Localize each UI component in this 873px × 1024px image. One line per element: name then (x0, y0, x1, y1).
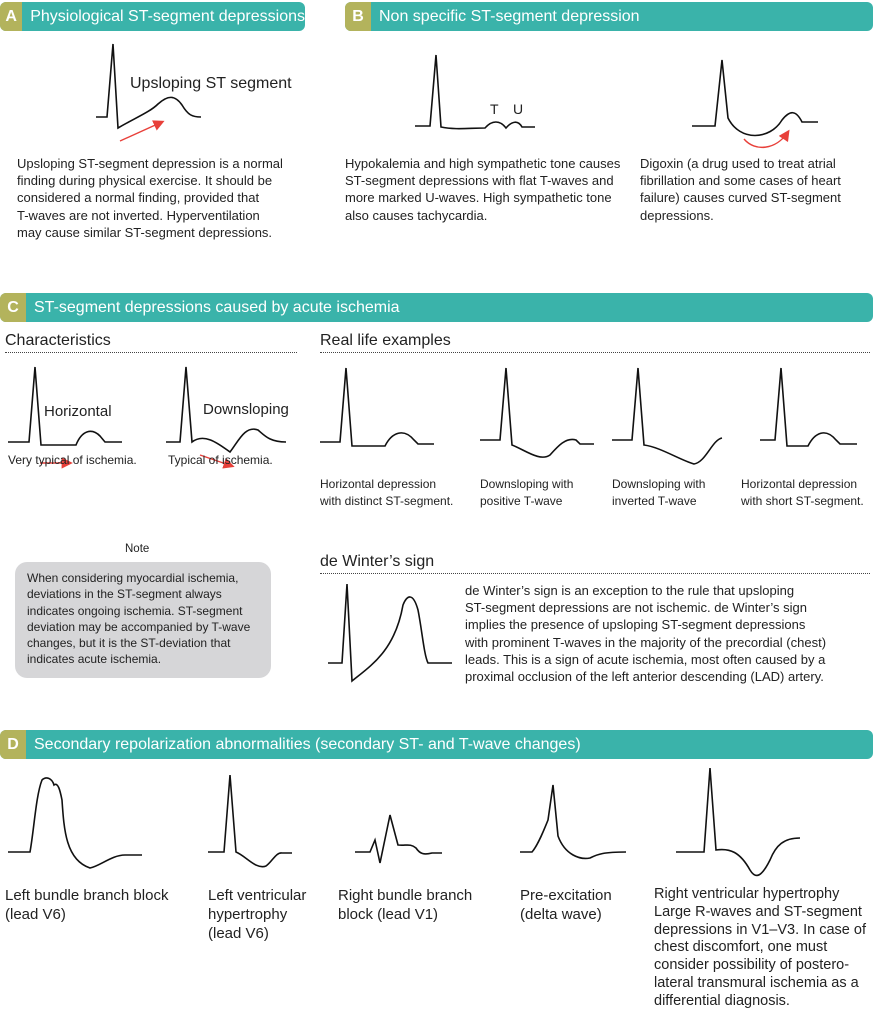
caption-preexcitation: Pre-excitation (delta wave) (520, 887, 612, 923)
dewinter-text: de Winter’s sign is an exception to the … (465, 583, 827, 685)
header-c: C ST-segment depressions caused by acute … (0, 293, 873, 322)
section-b-text-1: Hypokalemia and high sympathetic tone ca… (345, 156, 621, 223)
arrow-c-downsloping (199, 454, 235, 469)
characteristics-heading: Characteristics (5, 332, 111, 349)
caption-lvh: Left ventricular hypertrophy (lead V6) (208, 887, 307, 942)
trace-example-4 (760, 367, 857, 447)
section-letter: B (345, 2, 371, 31)
trace-lbbb (8, 777, 142, 869)
example-caption-1: Horizontal depression with distinct ST-s… (320, 477, 454, 508)
header-d: D Secondary repolarization abnormalities … (0, 730, 873, 759)
section-title: Non specific ST-segment depression (379, 7, 640, 25)
arrow-a (119, 120, 165, 142)
trace-rvh (676, 767, 801, 877)
section-a-text: Upsloping ST-segment depression is a nor… (17, 156, 283, 240)
divider (320, 573, 870, 574)
trace-preexcitation (520, 784, 627, 860)
section-letter: D (0, 730, 26, 759)
section-letter: C (0, 293, 26, 322)
example-caption-2: Downsloping with positive T-wave (480, 477, 574, 508)
trace-rbbb (355, 814, 442, 864)
dewinter-heading: de Winter’s sign (320, 553, 435, 570)
section-title: ST-segment depressions caused by acute i… (34, 298, 400, 316)
example-caption-3: Downsloping with inverted T-wave (612, 477, 706, 508)
trace-c-horizontal (8, 366, 122, 446)
horizontal-label: Horizontal (44, 403, 112, 420)
note-title: Note (125, 543, 150, 555)
example-caption-4: Horizontal depression with short ST-segm… (741, 477, 864, 508)
caption-rbbb: Right bundle branch block (lead V1) (338, 887, 473, 923)
trace-dewinter (328, 583, 452, 683)
section-b-text-2: Digoxin (a drug used to treat atrial fib… (640, 156, 841, 223)
trace-b-hypokalemia (415, 54, 535, 130)
divider (320, 352, 870, 353)
section-title: Secondary repolarization abnormalities (… (34, 735, 581, 753)
t-wave-label: T (490, 101, 499, 117)
trace-example-2 (480, 367, 594, 458)
divider (5, 352, 297, 353)
caption-horizontal: Very typical of ischemia. (8, 453, 137, 467)
trace-a-upsloping (96, 43, 202, 130)
trace-b-digoxin (692, 59, 818, 137)
caption-rvh: Right ventricular hypertrophy Large R-wa… (654, 886, 866, 1009)
trace-lvh (208, 774, 292, 868)
section-letter: A (0, 2, 23, 31)
header-b: B Non specific ST-segment depression (345, 2, 873, 31)
arrow-b-curved (743, 129, 790, 148)
upsloping-label: Upsloping ST segment (130, 75, 292, 92)
downsloping-label: Downsloping (203, 401, 289, 418)
u-wave-label: U (513, 101, 524, 117)
real-life-heading: Real life examples (320, 332, 451, 349)
header-a: A Physiological ST-segment depressions (0, 2, 305, 31)
caption-lbbb: Left bundle branch block (lead V6) (5, 887, 169, 923)
trace-example-1 (320, 367, 434, 447)
caption-downsloping: Typical of ischemia. (168, 453, 273, 467)
section-title: Physiological ST-segment depressions (30, 7, 305, 25)
trace-c-downsloping (166, 366, 287, 454)
trace-example-3 (612, 367, 723, 465)
note-box: When considering myocardial ischemia, de… (15, 562, 271, 678)
